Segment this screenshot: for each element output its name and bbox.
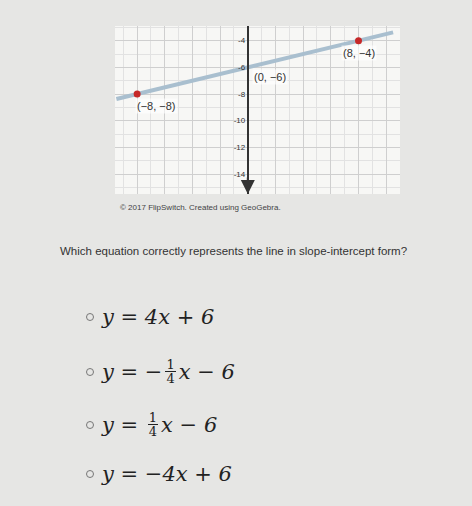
html-text:y =1: y =1 bbox=[102, 410, 158, 437]
html-text:4x − 6: 4x − 6 bbox=[148, 412, 218, 439]
html-text:y = 4x + 6: y = 4x + 6 bbox=[102, 305, 215, 329]
svg-text:(−8, −8): (−8, −8) bbox=[137, 100, 176, 112]
svg-text:-4: -4 bbox=[238, 36, 246, 45]
html-text:y = −4x + 6: y = −4x + 6 bbox=[102, 462, 232, 486]
html-text:y = −1: y = −1 bbox=[102, 357, 175, 384]
svg-text:-8: -8 bbox=[238, 90, 246, 99]
svg-text:-10: -10 bbox=[234, 116, 246, 125]
html-text:© 2017 FlipSwitch. Created usi: © 2017 FlipSwitch. Created using GeoGebr… bbox=[120, 203, 281, 212]
svg-text:(8, −4): (8, −4) bbox=[343, 47, 375, 59]
svg-text:-6: -6 bbox=[238, 63, 246, 72]
html-text:4x − 6: 4x − 6 bbox=[166, 359, 235, 386]
svg-text:-14: -14 bbox=[234, 170, 246, 179]
svg-text:-12: -12 bbox=[234, 143, 246, 152]
html-text:Which equation correctly repre: Which equation correctly represents the … bbox=[60, 245, 408, 257]
svg-text:(0, −6): (0, −6) bbox=[254, 71, 286, 83]
